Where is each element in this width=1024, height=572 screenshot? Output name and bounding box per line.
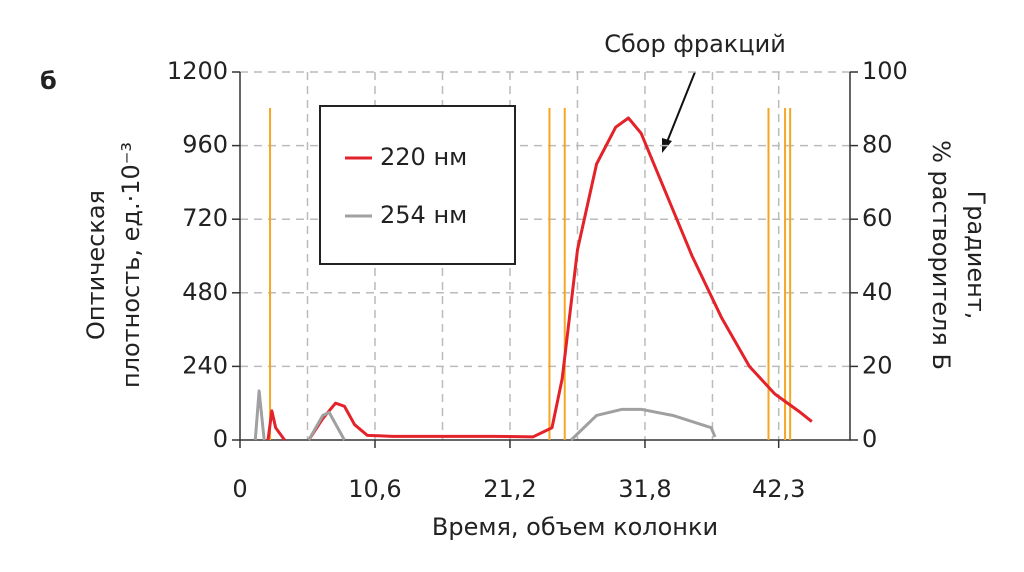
legend-label: 254 нм	[380, 201, 467, 229]
y2-tick-label: 100	[862, 57, 908, 85]
axis-frame	[239, 72, 851, 441]
y-tick-label: 1200	[167, 57, 228, 85]
x-tick-label: 42,3	[752, 475, 805, 503]
y-tick-label: 480	[182, 278, 228, 306]
panel-label: б	[40, 67, 57, 95]
annotation-arrow	[666, 71, 696, 143]
y-axis-title: плотность, ед.·10⁻³	[117, 142, 145, 388]
x-tick-label: 21,2	[483, 475, 536, 503]
y2-tick-label: 20	[862, 351, 893, 379]
y-axis-title: Оптическая	[82, 190, 110, 340]
x-tick-label: 31,8	[618, 475, 671, 503]
series-line	[266, 116, 813, 441]
y-tick-label: 960	[182, 131, 228, 159]
y2-axis-title: Градиент,	[962, 191, 990, 320]
legend-label: 220 нм	[380, 143, 467, 171]
y2-axis-title: % растворителя Б	[927, 140, 955, 370]
x-axis-title: Время, объем колонки	[432, 513, 718, 541]
x-tick-label: 0	[232, 475, 247, 503]
y-tick-label: 720	[182, 204, 228, 232]
y2-tick-label: 80	[862, 131, 893, 159]
y2-tick-label: 60	[862, 204, 893, 232]
series-line	[253, 389, 717, 442]
annotation: Сбор фракций	[604, 30, 786, 58]
y2-tick-label: 40	[862, 278, 893, 306]
y-tick-label: 0	[213, 425, 228, 453]
y2-tick-label: 0	[862, 425, 877, 453]
y-tick-label: 240	[182, 351, 228, 379]
legend-box	[319, 105, 516, 265]
x-tick-label: 10,6	[348, 475, 401, 503]
